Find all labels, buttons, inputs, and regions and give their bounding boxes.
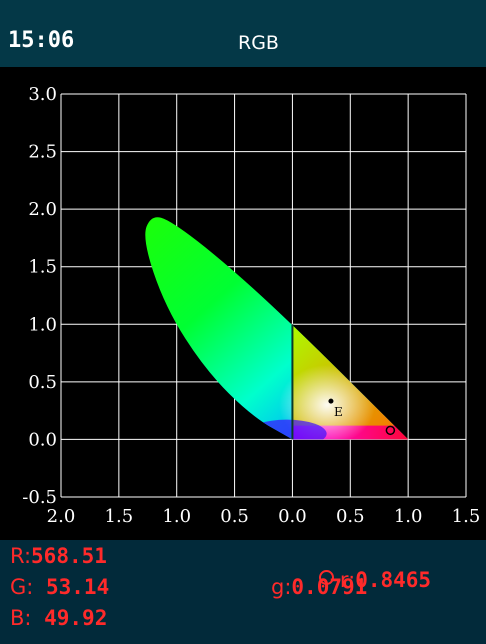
mode-title: RGB (238, 32, 279, 54)
x-tick-label-0: 2.0 (47, 506, 76, 527)
sample-circle-icon (318, 570, 334, 585)
readout-B: B: 49.92 (10, 606, 108, 630)
readout-R: R:568.51 (10, 544, 107, 568)
x-tick-label-5: 0.5 (336, 506, 365, 527)
x-tick-label-1: 1.5 (105, 506, 134, 527)
y-tick-label-4: 1.0 (28, 314, 57, 335)
x-tick-label-6: 1.0 (394, 506, 423, 527)
white-point-marker (328, 398, 334, 404)
grid-lines (60, 93, 467, 498)
white-point-label: E (334, 405, 343, 419)
y-tick-label-1: 2.5 (28, 142, 57, 163)
clock-time: 15:06 (8, 28, 75, 53)
locus-fill-blue (246, 419, 327, 440)
readout-G: G: 53.14 (10, 575, 110, 599)
chart-svg: 2.0 1.5 1.0 0.5 0.0 0.5 1.0 1.5 3.0 2.5 2.0 1.5 1.0 0… (22, 84, 480, 527)
y-tick-label-6: 0.0 (28, 429, 57, 450)
sample-point-marker (385, 425, 396, 436)
y-tick-label-7: -0.5 (22, 487, 57, 508)
header-bar: 15:06 RGB (0, 0, 486, 67)
readout-g: g:0.0791 (271, 575, 368, 599)
y-tick-label-3: 1.5 (28, 257, 57, 278)
readout-r: r:0.8465 (243, 544, 431, 616)
readout-panel: R:568.51 G: 53.14 B: 49.92 r:0.8465 g:0.… (0, 540, 486, 644)
x-tick-label-7: 1.5 (452, 506, 481, 527)
y-tick-label-2: 2.0 (28, 199, 57, 220)
x-tick-label-3: 0.5 (220, 506, 249, 527)
x-tick-label-2: 1.0 (162, 506, 191, 527)
y-tick-label-0: 3.0 (28, 84, 57, 105)
x-tick-label-4: 0.0 (278, 506, 307, 527)
chart-markers: E (328, 398, 396, 436)
chromaticity-chart: 2.0 1.5 1.0 0.5 0.0 0.5 1.0 1.5 3.0 2.5 2.0 1.5 1.0 0… (0, 67, 486, 540)
tick-labels: 2.0 1.5 1.0 0.5 0.0 0.5 1.0 1.5 3.0 2.5 2.0 1.5 1.0 0… (22, 84, 480, 527)
y-tick-label-5: 0.5 (28, 372, 57, 393)
